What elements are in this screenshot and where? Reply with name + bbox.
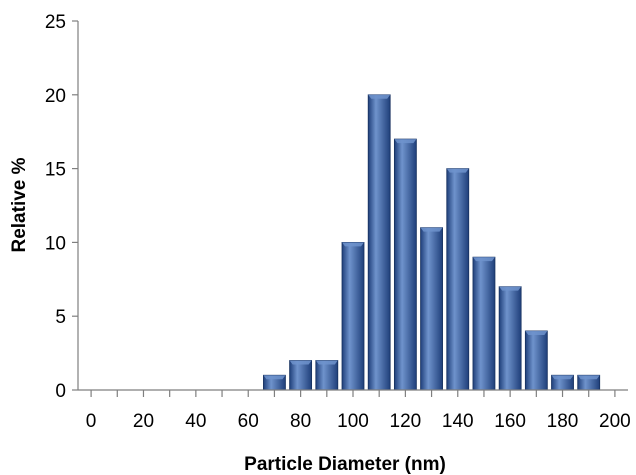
x-tick-label: 20: [133, 411, 154, 432]
histogram-bar-cap: [446, 168, 469, 173]
histogram-bar: [289, 360, 313, 391]
histogram-bar-body: [341, 241, 365, 391]
histogram-bar-body: [289, 360, 313, 391]
y-tick-label: 25: [45, 12, 66, 33]
histogram-bar-body: [472, 256, 496, 391]
y-axis-title: Relative %: [9, 157, 30, 252]
histogram-bar: [393, 138, 417, 391]
histogram-bar-cap: [420, 227, 443, 232]
histogram-bar-cap: [289, 360, 312, 365]
x-tick-label: 60: [238, 411, 259, 432]
histogram-bar: [472, 256, 496, 391]
histogram-bar: [367, 94, 391, 391]
histogram-bar: [551, 374, 574, 391]
histogram-bar: [420, 227, 443, 391]
histogram-bar-body: [367, 94, 391, 391]
y-tick-label: 0: [55, 381, 66, 402]
histogram-bar-cap: [472, 257, 495, 262]
x-axis-ticks: 0 20 40 60 80 100 120 140 160 180 200: [86, 390, 631, 432]
histogram-bar-cap: [315, 360, 338, 365]
histogram-bar: [446, 168, 470, 391]
x-tick-label: 180: [547, 411, 579, 432]
y-tick-label: 5: [55, 307, 66, 328]
histogram-bar-body: [420, 227, 443, 391]
x-tick-label: 80: [290, 411, 311, 432]
histogram-bar: [577, 374, 601, 391]
bars-layer: [263, 94, 601, 391]
x-tick-label: 100: [337, 411, 369, 432]
x-tick-label: 0: [86, 411, 97, 432]
histogram-bar-cap: [525, 330, 548, 335]
histogram-bar-body: [446, 168, 470, 391]
x-tick-label: 40: [185, 411, 206, 432]
histogram-bar-cap: [368, 94, 391, 99]
histogram-bar-cap: [577, 375, 600, 380]
histogram-bar-cap: [394, 139, 417, 144]
y-tick-label: 20: [45, 86, 66, 107]
y-tick-label: 15: [45, 160, 66, 181]
x-axis-title: Particle Diameter (nm): [244, 454, 446, 475]
histogram-bar: [524, 330, 548, 391]
histogram-bar-body: [393, 138, 417, 391]
histogram-bar-body: [315, 360, 339, 391]
histogram-bar-cap: [263, 375, 286, 380]
histogram-bar-body: [498, 286, 522, 391]
x-tick-label: 200: [599, 411, 631, 432]
histogram-bar: [341, 241, 365, 391]
histogram-bar-cap: [499, 286, 522, 291]
histogram-bar: [263, 374, 286, 391]
y-tick-label: 10: [45, 233, 66, 254]
y-axis-ticks: 0 5 10 15 20 25: [45, 12, 78, 402]
histogram-bar: [498, 286, 522, 391]
x-tick-label: 160: [494, 411, 526, 432]
histogram-bar-cap: [342, 242, 364, 247]
x-tick-label: 140: [442, 411, 474, 432]
x-tick-label: 120: [390, 411, 422, 432]
histogram-bar-cap: [551, 375, 574, 380]
histogram-bar-body: [524, 330, 548, 391]
histogram-bar: [315, 360, 339, 391]
